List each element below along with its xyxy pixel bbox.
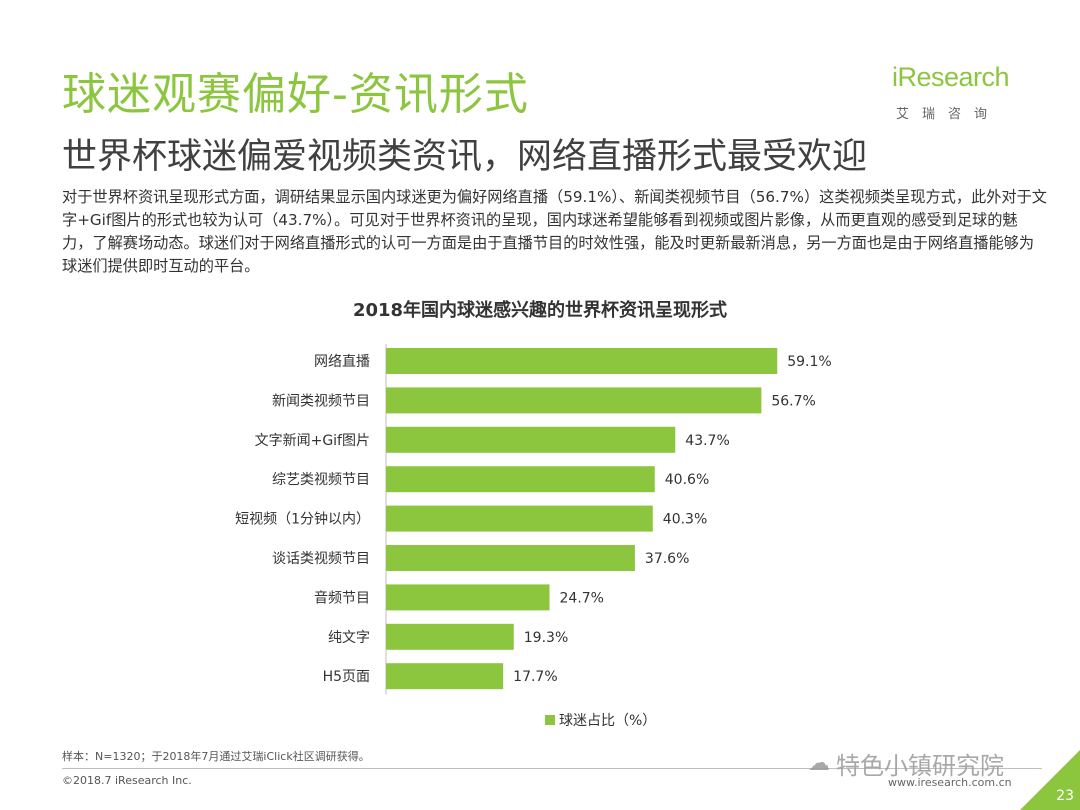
footer-divider [62, 768, 1042, 769]
watermark: ☁ 特色小镇研究院 [808, 746, 1004, 781]
category-label: 谈话类视频节目 [272, 551, 370, 567]
bar [386, 426, 676, 453]
bar [386, 663, 504, 690]
website-url: www.iresearch.com.cn [888, 776, 1012, 789]
category-label: 文字新闻+Gif图片 [255, 433, 370, 449]
category-label: 网络直播 [314, 353, 370, 370]
bar [386, 466, 655, 493]
page-subtitle: 世界杯球迷偏爱视频类资讯，网络直播形式最受欢迎 [62, 137, 868, 177]
legend-swatch [545, 715, 555, 725]
sample-footnote: 样本：N=1320；于2018年7月通过艾瑞iClick社区调研获得。 [62, 750, 370, 763]
category-label: 综艺类视频节目 [272, 472, 370, 488]
category-label: 音频节目 [314, 589, 370, 606]
data-label: 37.6% [645, 551, 689, 567]
data-label: 59.1% [787, 354, 831, 370]
page-title: 球迷观赛偏好-资讯形式 [62, 69, 529, 120]
data-label: 40.6% [665, 472, 709, 488]
data-label: 43.7% [685, 433, 729, 449]
watermark-text: 特色小镇研究院 [836, 752, 1004, 780]
category-label: 短视频（1分钟以内） [235, 511, 370, 528]
chart-legend: 球迷占比（%） [545, 710, 656, 730]
description-paragraph: 对于世界杯资讯呈现形式方面，调研结果显示国内球迷更为偏好网络直播（59.1%）、… [62, 188, 1047, 275]
data-label: 19.3% [524, 630, 568, 646]
bar [386, 584, 550, 611]
bar [386, 387, 762, 414]
wechat-icon: ☁ [808, 751, 830, 776]
bar-chart: 网络直播 59.1% 新闻类视频节目 56.7% 文字新闻+Gif图片 43.7% 综艺类视… [235, 344, 832, 695]
legend-label: 球迷占比（%） [559, 713, 657, 729]
iresearch-logo: iResearch 艾瑞咨询 [892, 62, 1032, 124]
logo-text: iResearch [892, 62, 1010, 92]
copyright-text: ©2018.7 iResearch Inc. [62, 774, 192, 787]
category-label: H5页面 [323, 669, 370, 685]
page-corner-shape [1020, 750, 1080, 810]
data-label: 56.7% [771, 393, 815, 409]
category-label: 新闻类视频节目 [272, 393, 370, 409]
data-label: 17.7% [513, 669, 557, 685]
data-label: 40.3% [663, 512, 707, 528]
chart-title: 2018年国内球迷感兴趣的世界杯资讯呈现形式 [352, 300, 728, 321]
page-number: 23 [1056, 788, 1074, 804]
bar [386, 545, 635, 571]
bar [386, 505, 653, 532]
logo-subtext: 艾瑞咨询 [896, 107, 1001, 122]
data-label: 24.7% [560, 590, 604, 606]
bar [386, 623, 514, 650]
category-label: 纯文字 [328, 630, 370, 646]
bar [386, 348, 778, 374]
page-number-tab: 23 [1020, 750, 1080, 810]
